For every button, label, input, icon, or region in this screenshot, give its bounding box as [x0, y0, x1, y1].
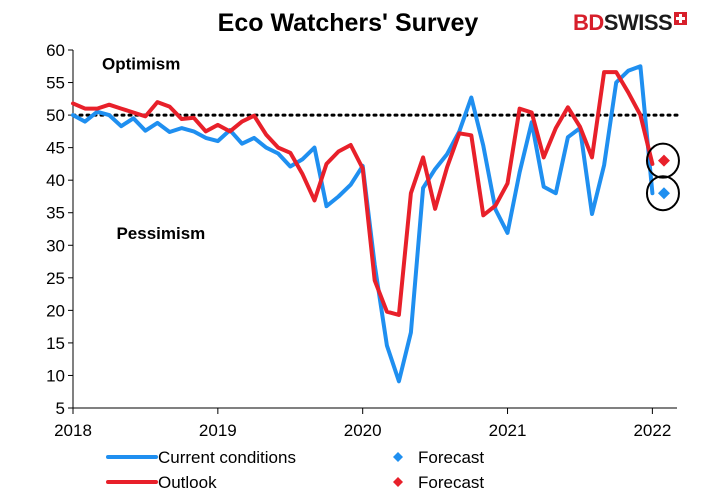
axes-layer: 5 10 15 20 25 30 35 40 45 50 55 60 2018 2019 2020 2021 2… [46, 41, 679, 440]
y-tick-label: 25 [46, 269, 65, 288]
x-tick-label: 2022 [633, 421, 671, 440]
legend-label: Forecast [418, 448, 484, 467]
y-tick-label: 20 [46, 301, 65, 320]
x-tick-label: 2020 [344, 421, 382, 440]
y-tick-label: 15 [46, 334, 65, 353]
annotations-layer: Optimism Pessimism [102, 55, 680, 243]
y-tick-label: 30 [46, 236, 65, 255]
chart-title: Eco Watchers' Survey [218, 9, 479, 37]
bdswiss-logo: BD SWISS [573, 10, 688, 36]
y-tick-label: 50 [46, 106, 65, 125]
y-tick-label: 60 [46, 41, 65, 60]
x-tick-label: 2021 [489, 421, 527, 440]
swiss-cross-icon [674, 11, 688, 25]
legend-label: Outlook [158, 473, 217, 492]
logo-bd-text: BD [573, 10, 604, 35]
forecast-highlight-circle [645, 175, 680, 212]
forecast-point-outlook [657, 154, 670, 167]
y-tick-label: 55 [46, 74, 65, 93]
legend-swatch-diamond [393, 452, 403, 462]
legend: Current conditions Forecast Outlook Forecas… [106, 448, 484, 492]
legend-label: Current conditions [158, 448, 296, 467]
x-tick-label: 2019 [199, 421, 237, 440]
annotation-pessimism: Pessimism [116, 224, 205, 243]
y-tick-label: 5 [56, 399, 65, 418]
legend-swatch-diamond [393, 477, 403, 487]
y-tick-label: 35 [46, 204, 65, 223]
logo-swiss-text: SWISS [603, 10, 673, 35]
x-tick-label: 2018 [54, 421, 92, 440]
legend-label: Forecast [418, 473, 484, 492]
y-tick-label: 40 [46, 171, 65, 190]
y-tick-label: 10 [46, 366, 65, 385]
series-layer [71, 64, 655, 384]
forecast-point-current [657, 187, 670, 200]
annotation-optimism: Optimism [102, 55, 180, 74]
forecast-highlight-circle [645, 142, 680, 179]
y-tick-label: 45 [46, 139, 65, 158]
series-line-outlook [71, 70, 655, 317]
